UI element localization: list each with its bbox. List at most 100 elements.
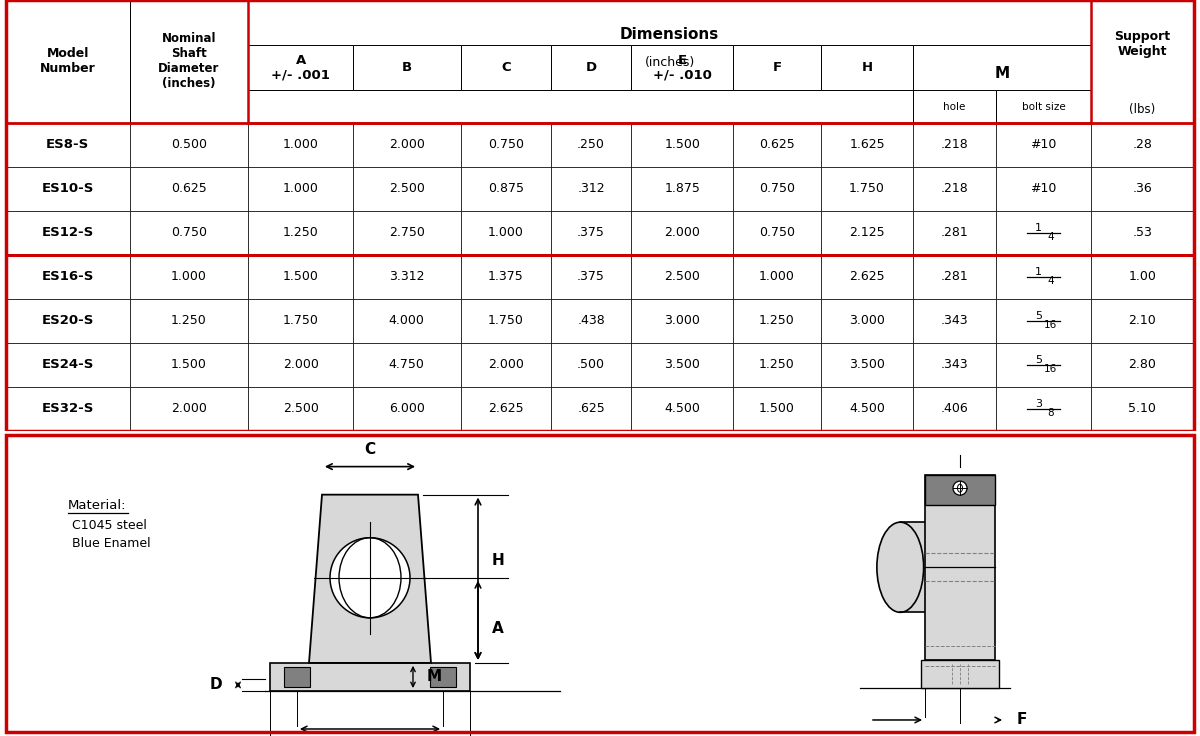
Text: 3: 3 [1036, 399, 1042, 409]
Text: 1.250: 1.250 [283, 226, 318, 239]
Text: 0.750: 0.750 [760, 226, 796, 239]
Bar [461, 299, 551, 342]
Text: 1.875: 1.875 [665, 183, 700, 195]
Bar [284, 667, 310, 687]
Bar [551, 299, 631, 342]
Bar [913, 91, 996, 123]
Text: 3.000: 3.000 [665, 314, 700, 327]
Bar [248, 0, 1091, 91]
Text: F: F [1018, 712, 1027, 727]
Text: hole: hole [943, 102, 966, 112]
Text: (lbs): (lbs) [1129, 103, 1156, 116]
Bar [733, 342, 821, 386]
Text: Blue Enamel: Blue Enamel [72, 537, 151, 551]
Bar [996, 255, 1091, 299]
Text: ES12-S: ES12-S [42, 226, 94, 239]
Text: 1.000: 1.000 [488, 226, 523, 239]
Text: M: M [995, 66, 1009, 81]
Text: 1.000: 1.000 [283, 183, 318, 195]
Bar [248, 255, 353, 299]
Bar [913, 166, 996, 210]
Bar [1091, 299, 1194, 342]
Text: A: A [492, 621, 504, 636]
Bar [913, 123, 996, 166]
Bar [1091, 255, 1194, 299]
Bar [1091, 342, 1194, 386]
Text: .438: .438 [577, 314, 605, 327]
Bar [353, 210, 461, 255]
Bar [551, 210, 631, 255]
Bar [6, 255, 1194, 431]
Text: 0.625: 0.625 [760, 138, 794, 151]
Text: 1.000: 1.000 [283, 138, 318, 151]
Bar [631, 299, 733, 342]
Text: D: D [586, 61, 596, 74]
Text: 4.750: 4.750 [389, 358, 425, 371]
Bar [353, 299, 461, 342]
Bar [1091, 123, 1194, 166]
Text: E
+/- .010: E +/- .010 [653, 54, 712, 82]
Text: C: C [500, 61, 511, 74]
Text: Material:: Material: [68, 499, 126, 512]
Bar [913, 255, 996, 299]
Text: .375: .375 [577, 270, 605, 283]
Text: (inches): (inches) [644, 56, 695, 69]
Text: ES20-S: ES20-S [42, 314, 94, 327]
Text: ES8-S: ES8-S [46, 138, 90, 151]
Bar [922, 660, 998, 688]
Bar [551, 342, 631, 386]
Bar [353, 386, 461, 431]
Text: B: B [402, 61, 412, 74]
Text: ES16-S: ES16-S [42, 270, 94, 283]
Bar [913, 45, 1091, 123]
Bar [631, 386, 733, 431]
Text: 1.000: 1.000 [760, 270, 794, 283]
Bar [551, 123, 631, 166]
Bar [733, 45, 821, 91]
Bar [461, 342, 551, 386]
Text: Dimensions: Dimensions [620, 27, 719, 42]
Bar [821, 386, 913, 431]
Text: H: H [862, 61, 872, 74]
Bar [6, 299, 130, 342]
Text: F: F [773, 61, 781, 74]
Bar [353, 123, 461, 166]
Text: Nominal
Shaft
Diameter
(inches): Nominal Shaft Diameter (inches) [158, 32, 220, 91]
Bar [130, 255, 248, 299]
Bar [353, 166, 461, 210]
Bar [913, 342, 996, 386]
Bar [733, 123, 821, 166]
Bar [996, 166, 1091, 210]
Text: A
+/- .001: A +/- .001 [271, 54, 330, 82]
Text: .500: .500 [577, 358, 605, 371]
Text: 2.500: 2.500 [389, 183, 425, 195]
Bar [248, 342, 353, 386]
Bar [248, 123, 353, 166]
Bar [996, 342, 1091, 386]
Text: 5.10: 5.10 [1128, 402, 1157, 415]
Text: .343: .343 [941, 314, 968, 327]
Text: 1.750: 1.750 [850, 183, 884, 195]
Text: .218: .218 [941, 138, 968, 151]
Bar [631, 123, 733, 166]
Bar [6, 342, 130, 386]
Text: .406: .406 [941, 402, 968, 415]
Text: .625: .625 [577, 402, 605, 415]
Text: ES24-S: ES24-S [42, 358, 94, 371]
Ellipse shape [958, 484, 962, 492]
Text: .28: .28 [1133, 138, 1152, 151]
Text: H: H [492, 553, 505, 568]
Text: 2.000: 2.000 [665, 226, 700, 239]
Text: 1.250: 1.250 [760, 358, 794, 371]
Bar [248, 299, 353, 342]
Text: Model
Number: Model Number [40, 47, 96, 75]
Text: .36: .36 [1133, 183, 1152, 195]
Text: 2.10: 2.10 [1128, 314, 1157, 327]
Bar [733, 386, 821, 431]
Text: ES10-S: ES10-S [42, 183, 94, 195]
Text: 2.625: 2.625 [488, 402, 523, 415]
Text: .218: .218 [941, 183, 968, 195]
Text: Support
Weight: Support Weight [1115, 30, 1170, 58]
Bar [733, 210, 821, 255]
Text: .281: .281 [941, 270, 968, 283]
